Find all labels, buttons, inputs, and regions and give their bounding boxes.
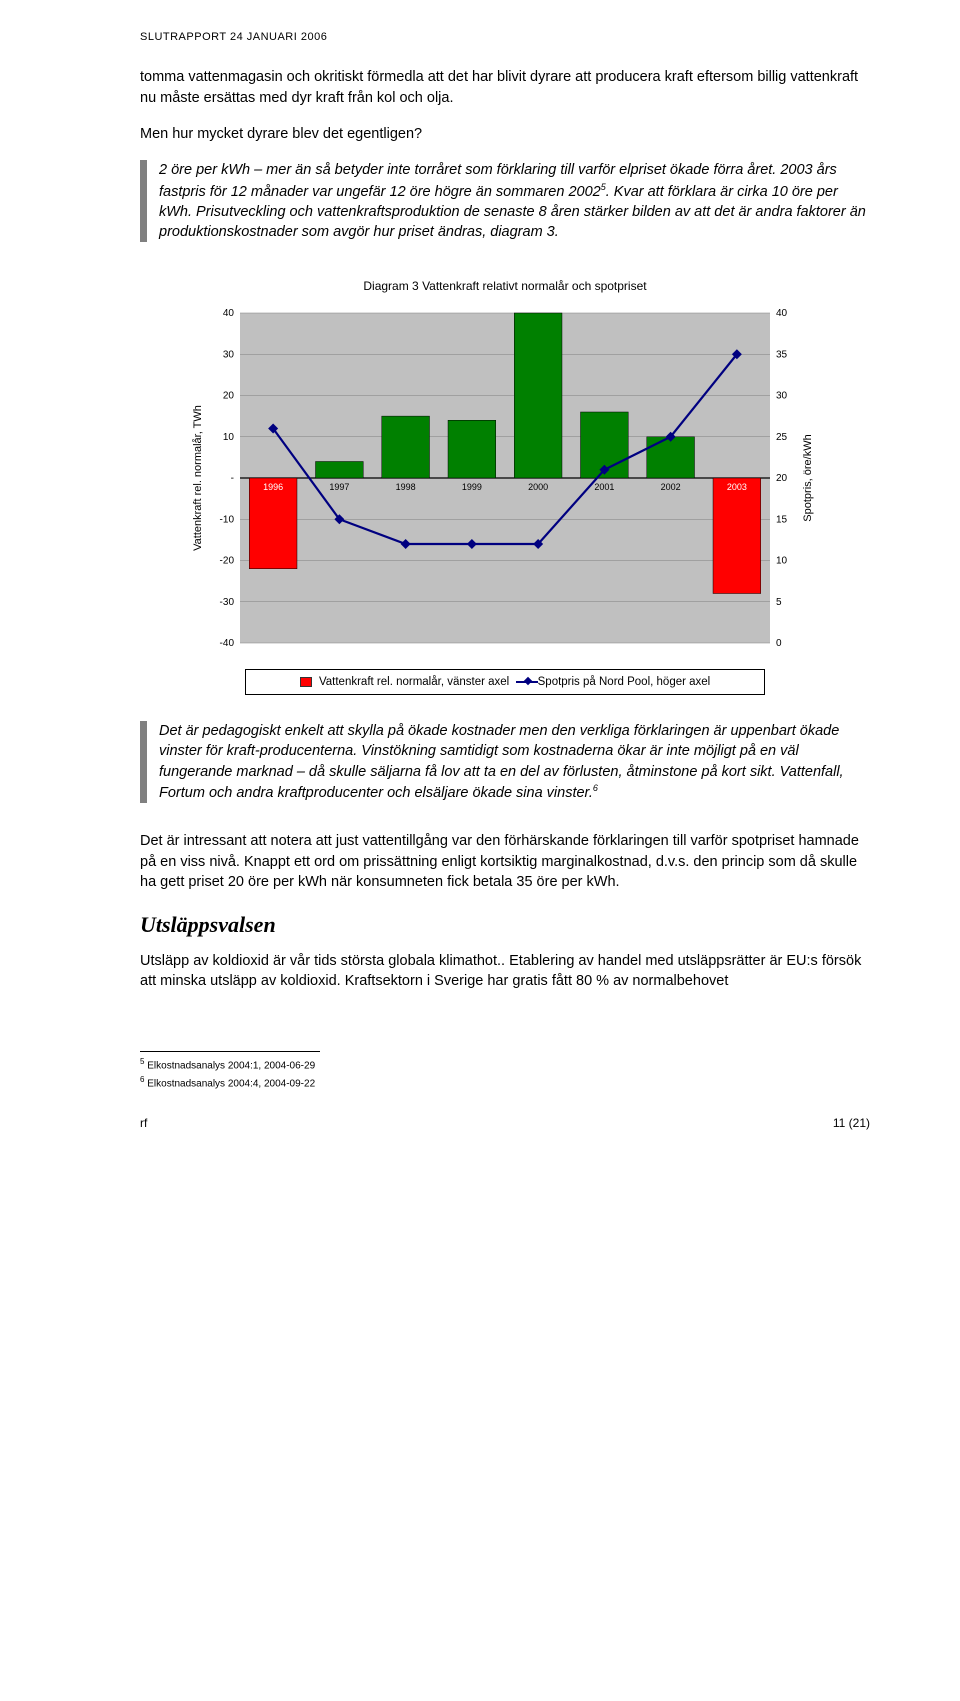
svg-text:1998: 1998 (396, 482, 416, 492)
svg-text:5: 5 (776, 597, 782, 608)
legend-swatch (300, 677, 312, 687)
chart-svg: -40-30-20-10-102030400510152025303540199… (185, 303, 825, 663)
svg-text:20: 20 (223, 391, 235, 402)
svg-text:1997: 1997 (329, 482, 349, 492)
footnote-6: 6 Elkostnadsanalys 2004:4, 2004-09-22 (140, 1074, 640, 1091)
svg-text:40: 40 (776, 308, 788, 319)
chart-title: Diagram 3 Vattenkraft relativt normalår … (150, 278, 860, 295)
svg-text:15: 15 (776, 514, 788, 525)
svg-text:2000: 2000 (528, 482, 548, 492)
callout-2: Det är pedagogiskt enkelt att skylla på … (140, 721, 870, 803)
callout-2-text: Det är pedagogiskt enkelt att skylla på … (159, 723, 844, 801)
svg-text:10: 10 (776, 556, 788, 567)
svg-text:Vattenkraft rel. normalår, TWh: Vattenkraft rel. normalår, TWh (192, 405, 204, 551)
footer-left: rf (140, 1115, 147, 1132)
section-heading: Utsläppsvalsen (140, 910, 870, 941)
body-para-3: Det är intressant att notera att just va… (140, 831, 870, 892)
svg-text:0: 0 (776, 638, 782, 649)
callout-1: 2 öre per kWh – mer än så betyder inte t… (140, 160, 870, 242)
callout-1-lead: 2 öre per kWh – mer än så betyder inte t… (159, 162, 461, 178)
legend-marker (522, 677, 532, 687)
svg-text:30: 30 (776, 391, 788, 402)
svg-text:30: 30 (223, 349, 235, 360)
body-para-2: Men hur mycket dyrare blev det egentlige… (140, 124, 870, 144)
body-para-4: Utsläpp av koldioxid är vår tids största… (140, 951, 870, 992)
svg-text:Spotpris, öre/kWh: Spotpris, öre/kWh (802, 434, 814, 521)
svg-text:-10: -10 (220, 514, 235, 525)
svg-text:25: 25 (776, 432, 788, 443)
doc-header: SLUTRAPPORT 24 JANUARI 2006 (140, 30, 870, 45)
footnote-5-text: Elkostnadsanalys 2004:1, 2004-06-29 (147, 1061, 315, 1072)
svg-text:1999: 1999 (462, 482, 482, 492)
svg-text:2001: 2001 (594, 482, 614, 492)
page-footer: rf 11 (21) (140, 1115, 870, 1132)
callout-2-sup: 6 (593, 783, 598, 793)
footnote-5: 5 Elkostnadsanalys 2004:1, 2004-06-29 (140, 1056, 640, 1073)
legend-item-2: Spotpris på Nord Pool, höger axel (538, 676, 711, 688)
chart-legend: Vattenkraft rel. normalår, vänster axel … (245, 669, 765, 695)
svg-text:-40: -40 (220, 638, 235, 649)
svg-text:1996: 1996 (263, 482, 283, 492)
svg-text:2003: 2003 (727, 482, 747, 492)
footnote-6-text: Elkostnadsanalys 2004:4, 2004-09-22 (147, 1078, 315, 1089)
footer-right: 11 (21) (833, 1115, 870, 1132)
footnotes-rule (140, 1051, 320, 1052)
svg-text:40: 40 (223, 308, 235, 319)
svg-text:20: 20 (776, 473, 788, 484)
svg-text:-: - (231, 473, 234, 484)
footnotes-list: 5 Elkostnadsanalys 2004:1, 2004-06-29 6 … (140, 1056, 640, 1091)
svg-text:35: 35 (776, 349, 788, 360)
chart-container: Diagram 3 Vattenkraft relativt normalår … (140, 270, 870, 705)
svg-text:2002: 2002 (661, 482, 681, 492)
body-para-1: tomma vattenmagasin och okritiskt förmed… (140, 67, 870, 108)
svg-text:-30: -30 (220, 597, 235, 608)
svg-text:-20: -20 (220, 556, 235, 567)
svg-text:10: 10 (223, 432, 235, 443)
legend-item-1: Vattenkraft rel. normalår, vänster axel (319, 676, 509, 688)
